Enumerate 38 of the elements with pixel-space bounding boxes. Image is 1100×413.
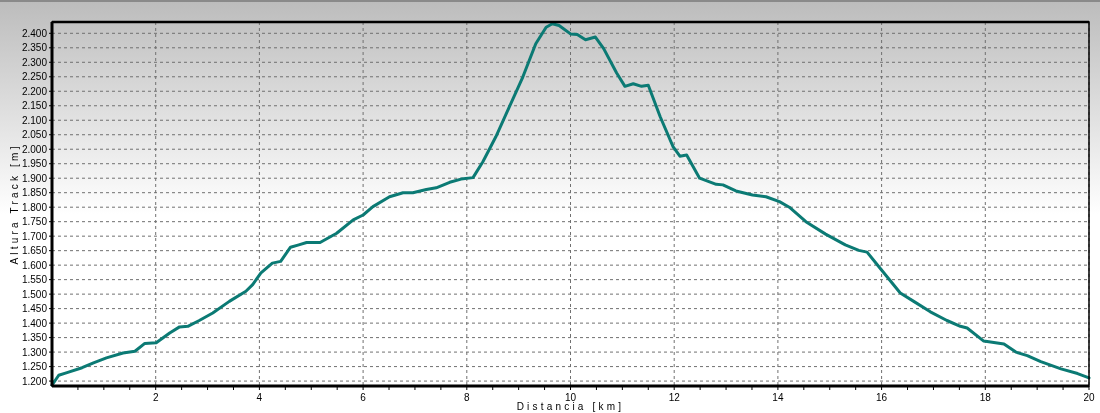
y-tick-label: 2.200 (21, 85, 48, 97)
y-tick-label: 2.050 (21, 129, 48, 141)
y-tick-label: 2.400 (21, 27, 48, 39)
y-tick-label: 1.700 (21, 230, 48, 242)
x-tick-label: 6 (360, 392, 367, 403)
x-tick-label: 2 (152, 392, 159, 403)
y-tick-label: 2.350 (21, 42, 48, 54)
y-tick-label: 1.450 (21, 303, 48, 315)
x-tick-label: 8 (464, 392, 471, 403)
line-series (50, 22, 1091, 387)
y-tick-label: 1.900 (21, 172, 48, 184)
y-tick-label: 1.500 (21, 288, 48, 300)
y-axis-title: Altura Track [m] (9, 143, 20, 265)
y-tick-label: 2.100 (21, 114, 48, 126)
x-axis-title: Distancia [km] (516, 401, 625, 412)
x-tick-label: 4 (256, 392, 263, 403)
y-tick-label: 2.250 (21, 71, 48, 83)
y-tick-label: 1.550 (21, 274, 48, 286)
y-tick-label: 1.350 (21, 332, 48, 344)
x-tick-label: 10 (564, 392, 577, 403)
y-tick-label: 1.400 (21, 317, 48, 329)
x-tick-label: 14 (772, 392, 784, 403)
y-tick-label: 1.600 (21, 259, 48, 271)
y-tick-label: 2.150 (21, 100, 48, 112)
y-tick-label: 1.800 (21, 201, 48, 213)
x-tick-label: 20 (1083, 392, 1095, 403)
y-tick-label: 1.650 (21, 245, 48, 257)
y-tick-label: 1.300 (21, 346, 48, 358)
y-tick-label: 1.250 (21, 361, 48, 373)
x-tick-label: 18 (979, 392, 992, 403)
y-tick-label: 1.950 (21, 158, 48, 170)
y-tick-label: 1.200 (21, 375, 48, 387)
y-tick-label: 2.000 (21, 143, 48, 155)
y-tick-label: 1.850 (21, 187, 48, 199)
x-tick-label: 12 (668, 392, 681, 403)
y-tick-label: 2.300 (21, 56, 48, 68)
x-tick-label: 16 (876, 392, 888, 403)
y-tick-label: 1.750 (21, 216, 48, 228)
